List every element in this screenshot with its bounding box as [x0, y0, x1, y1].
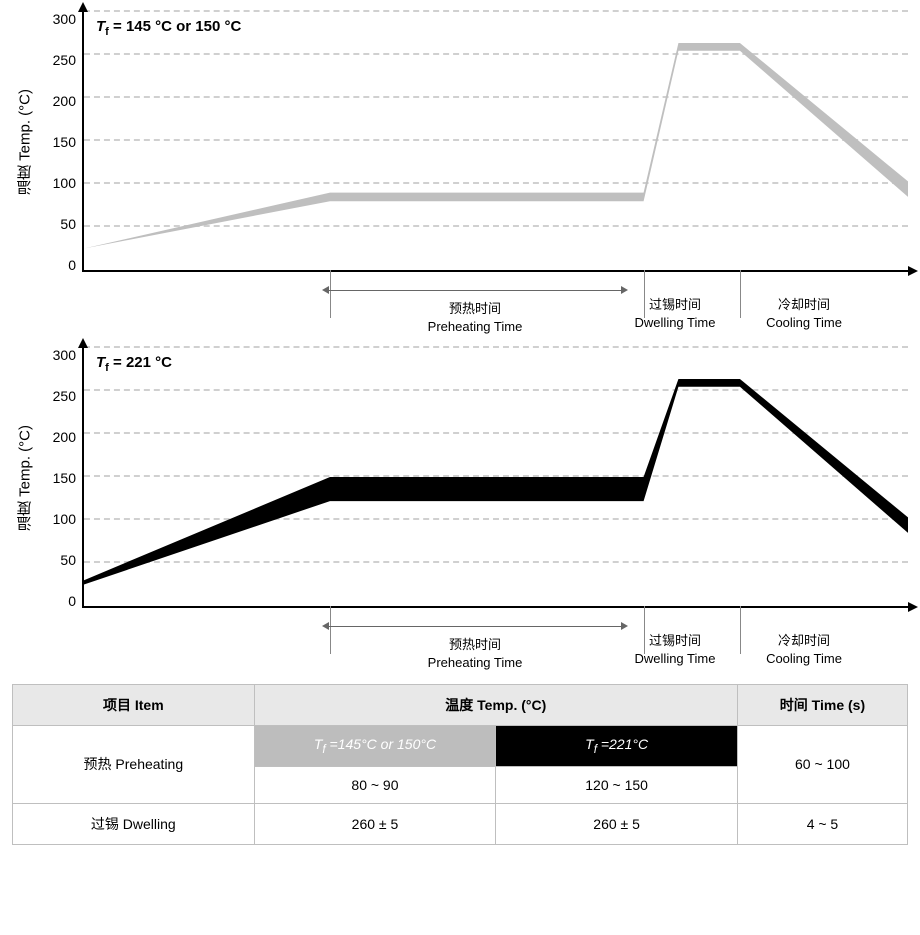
cell-dwelling-item: 过锡 Dwelling [13, 803, 255, 844]
cell-tf2-header: Tf =221°C [496, 726, 738, 767]
cell-dwelling-v1: 260 ± 5 [254, 803, 496, 844]
x-axis-arrow-icon [908, 266, 918, 276]
y-tick: 100 [38, 176, 76, 190]
chart-1: 温度 Temp. (°C)300 250 200 150 100 50 0 Tf = 221 … [12, 348, 908, 668]
phase-label-en: Preheating Time [322, 654, 628, 672]
phase-label-cn: 冷却时间 [722, 296, 886, 314]
y-axis-label: 温度 Temp. (°C) [12, 348, 38, 608]
y-tick: 50 [38, 553, 76, 567]
cell-preheating-v1: 80 ~ 90 [254, 766, 496, 803]
phase-label: 冷却时间Cooling Time [722, 286, 886, 331]
cell-tf1-header: Tf =145°C or 150°C [254, 726, 496, 767]
phase-label-cn: 预热时间 [322, 300, 628, 318]
y-tick: 250 [38, 389, 76, 403]
y-tick: 150 [38, 471, 76, 485]
y-tick: 300 [38, 12, 76, 26]
phase-labels-row: 预热时间Preheating Time过锡时间Dwelling Time冷却时间… [82, 608, 886, 668]
phase-label-cn: 过锡时间 [628, 632, 722, 650]
y-tick: 0 [38, 258, 76, 272]
th-temp: 温度 Temp. (°C) [254, 685, 737, 726]
y-tick: 200 [38, 94, 76, 108]
y-tick: 250 [38, 53, 76, 67]
x-axis-arrow-icon [908, 602, 918, 612]
phase-label-cn: 过锡时间 [628, 296, 722, 314]
y-tick: 100 [38, 512, 76, 526]
y-axis-label: 温度 Temp. (°C) [12, 12, 38, 272]
y-tick: 150 [38, 135, 76, 149]
phase-label-cn: 冷却时间 [722, 632, 886, 650]
y-tick: 50 [38, 217, 76, 231]
temperature-profile [84, 348, 908, 606]
phase-arrow-icon [322, 286, 628, 296]
y-axis-arrow-icon [78, 338, 88, 348]
th-item: 项目 Item [13, 685, 255, 726]
chart-0: 温度 Temp. (°C)300 250 200 150 100 50 0 Tf = 145 … [12, 12, 908, 332]
phase-arrow-icon [322, 622, 628, 632]
cell-preheating-time: 60 ~ 100 [737, 726, 907, 804]
phase-labels-row: 预热时间Preheating Time过锡时间Dwelling Time冷却时间… [82, 272, 886, 332]
y-tick: 300 [38, 348, 76, 362]
phase-label: 过锡时间Dwelling Time [628, 622, 722, 667]
y-axis-ticks: 300 250 200 150 100 50 0 [38, 348, 82, 608]
y-axis-arrow-icon [78, 2, 88, 12]
y-tick: 0 [38, 594, 76, 608]
phase-label-en: Cooling Time [722, 314, 886, 332]
cell-dwelling-time: 4 ~ 5 [737, 803, 907, 844]
y-tick: 200 [38, 430, 76, 444]
phase-label-cn: 预热时间 [322, 636, 628, 654]
phase-label-en: Dwelling Time [628, 650, 722, 668]
cell-preheating-v2: 120 ~ 150 [496, 766, 738, 803]
charts-container: 温度 Temp. (°C)300250200150100500Tf = 145 … [12, 12, 908, 668]
phase-label-en: Dwelling Time [628, 314, 722, 332]
plot-area: Tf = 145 °C or 150 °C [82, 12, 908, 272]
phase-label: 过锡时间Dwelling Time [628, 286, 722, 331]
temperature-profile [84, 12, 908, 270]
cell-dwelling-v2: 260 ± 5 [496, 803, 738, 844]
th-time: 时间 Time (s) [737, 685, 907, 726]
plot-area: Tf = 221 °C [82, 348, 908, 608]
cell-preheating-item: 预热 Preheating [13, 726, 255, 804]
phase-label: 预热时间Preheating Time [322, 622, 628, 671]
phase-label: 冷却时间Cooling Time [722, 622, 886, 667]
phase-label: 预热时间Preheating Time [322, 286, 628, 335]
phase-label-en: Preheating Time [322, 318, 628, 336]
y-axis-ticks: 300 250 200 150 100 50 0 [38, 12, 82, 272]
parameters-table: 项目 Item 温度 Temp. (°C) 时间 Time (s) 预热 Pre… [12, 684, 908, 845]
phase-label-en: Cooling Time [722, 650, 886, 668]
